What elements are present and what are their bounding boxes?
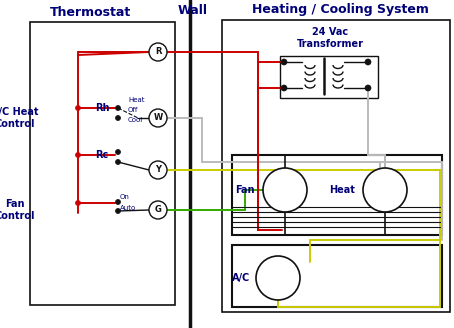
Circle shape bbox=[115, 150, 120, 154]
Text: Rh: Rh bbox=[95, 103, 109, 113]
Circle shape bbox=[149, 161, 167, 179]
Circle shape bbox=[365, 85, 371, 91]
Text: Off: Off bbox=[128, 107, 138, 113]
Circle shape bbox=[281, 59, 287, 65]
Circle shape bbox=[115, 115, 120, 120]
Text: Heating / Cooling System: Heating / Cooling System bbox=[252, 4, 429, 16]
Text: Cool: Cool bbox=[128, 117, 143, 123]
Text: Fan: Fan bbox=[236, 185, 255, 195]
Circle shape bbox=[149, 43, 167, 61]
Text: A/C: A/C bbox=[232, 273, 250, 283]
Text: Fan
Control: Fan Control bbox=[0, 199, 35, 221]
Bar bbox=[30, 22, 175, 305]
Text: Rc: Rc bbox=[95, 150, 108, 160]
Text: Heat: Heat bbox=[128, 97, 144, 103]
Text: Auto: Auto bbox=[120, 205, 136, 211]
Bar bbox=[280, 56, 378, 98]
Text: A/C Heat
Control: A/C Heat Control bbox=[0, 107, 39, 129]
Circle shape bbox=[149, 109, 167, 127]
Circle shape bbox=[281, 85, 287, 91]
Bar bbox=[222, 20, 450, 312]
Circle shape bbox=[75, 200, 80, 206]
Circle shape bbox=[149, 201, 167, 219]
Circle shape bbox=[115, 159, 120, 165]
Text: On: On bbox=[120, 194, 130, 200]
Circle shape bbox=[115, 209, 120, 214]
Circle shape bbox=[115, 106, 120, 111]
Text: Heat: Heat bbox=[329, 185, 355, 195]
Circle shape bbox=[363, 168, 407, 212]
Text: W: W bbox=[153, 113, 163, 122]
Circle shape bbox=[75, 106, 80, 111]
Circle shape bbox=[115, 199, 120, 204]
Bar bbox=[232, 245, 442, 307]
Text: G: G bbox=[154, 206, 162, 215]
Text: Thermostat: Thermostat bbox=[49, 7, 131, 19]
Text: Y: Y bbox=[155, 166, 161, 174]
Circle shape bbox=[75, 153, 80, 157]
Circle shape bbox=[263, 168, 307, 212]
Bar bbox=[232, 155, 442, 235]
Text: Wall: Wall bbox=[178, 4, 208, 16]
Text: 24 Vac
Transformer: 24 Vac Transformer bbox=[296, 27, 364, 49]
Text: R: R bbox=[155, 48, 161, 56]
Circle shape bbox=[256, 256, 300, 300]
Circle shape bbox=[365, 59, 371, 65]
